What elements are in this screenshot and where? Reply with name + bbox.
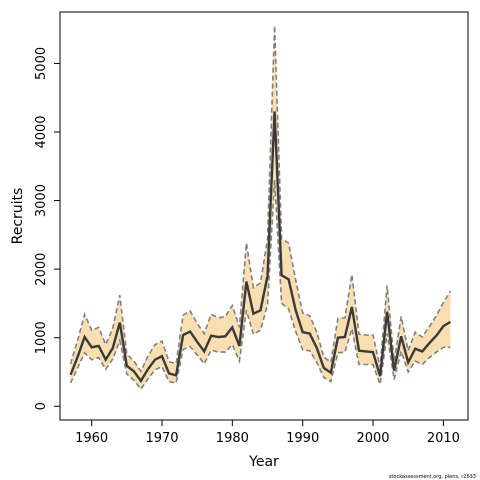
x-tick-label: 1970 [145, 431, 178, 446]
x-tick-label: 2000 [356, 431, 389, 446]
y-axis: 0 1000 2000 3000 4000 5000 [34, 47, 60, 410]
y-tick-label: 1000 [34, 321, 49, 354]
credit-text: stockassessment.org, plens, r2633 [389, 474, 476, 480]
y-tick-label: 5000 [34, 47, 49, 80]
plot-frame [59, 11, 469, 421]
y-tick-label: 3000 [34, 184, 49, 217]
x-tick-label: 2010 [427, 431, 460, 446]
x-axis-title: Year [248, 454, 279, 470]
x-axis: 1960 1970 1980 1990 2000 2010 [75, 420, 460, 446]
lower-bound-line [69, 179, 451, 391]
upper-bound-line [69, 25, 452, 373]
recruits-estimate-line [69, 111, 452, 384]
y-tick-label: 0 [34, 402, 49, 410]
x-tick-label: 1980 [216, 431, 249, 446]
x-tick-label: 1960 [75, 431, 108, 446]
x-tick-label: 1990 [286, 431, 319, 446]
confidence-band [70, 25, 451, 390]
y-axis-title: Recruits [10, 188, 26, 245]
y-tick-label: 2000 [34, 253, 49, 286]
y-tick-label: 4000 [34, 115, 49, 148]
